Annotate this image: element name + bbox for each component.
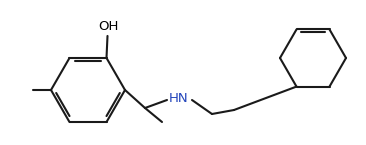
Text: OH: OH bbox=[98, 20, 119, 33]
Text: HN: HN bbox=[169, 93, 188, 106]
